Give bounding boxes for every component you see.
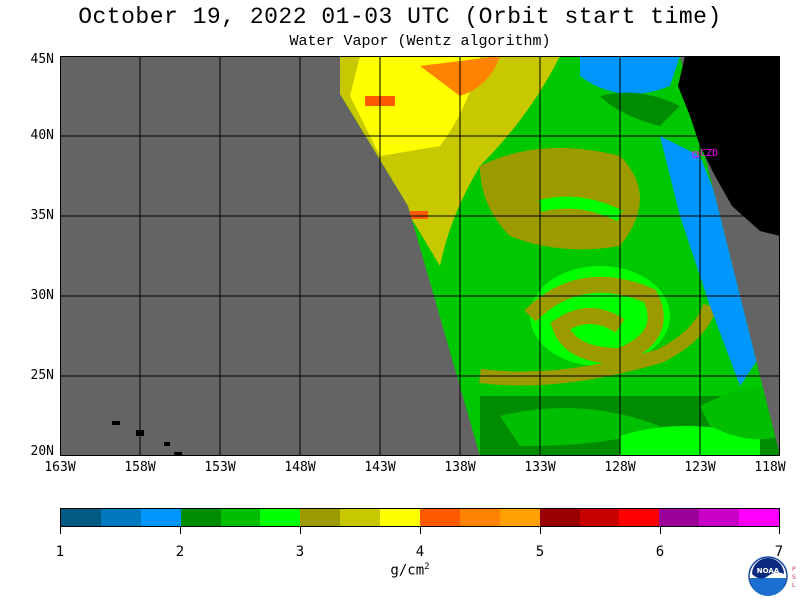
colorbar-segment-1 [100,509,141,526]
lon-label-138w: 138W [444,460,476,475]
lat-label-20n: 20N [30,444,54,459]
colorbar-segment-0 [61,509,101,526]
lat-label-30n: 30N [30,288,54,303]
land-mass [678,56,780,236]
hawaiian-islands [112,421,182,456]
colorbar-label-3: 3 [295,544,305,560]
map-subtitle: Water Vapor (Wentz algorithm) [289,33,551,50]
lon-label-133w: 133W [524,460,556,475]
colorbar-segment-2 [140,509,181,526]
colorbar [60,508,780,527]
colorbar-segment-10 [459,509,500,526]
colorbar-label-6: 6 [655,544,665,560]
colorbar-segment-13 [579,509,620,526]
lon-label-123w: 123W [684,460,716,475]
lon-label-153w: 153W [204,460,236,475]
colorbar-units: g/cm2 [390,562,430,579]
colorbar-segment-5 [260,509,301,526]
colorbar-segment-9 [420,509,460,526]
colorbar-label-4: 4 [415,544,425,560]
colorbar-segment-12 [539,509,580,526]
colorbar-label-7: 7 [774,544,784,560]
colorbar-segment-8 [380,509,421,526]
colorbar-segment-11 [499,509,540,526]
lon-label-163w: 163W [44,460,76,475]
lon-label-148w: 148W [284,460,316,475]
colorbar-segment-17 [739,509,780,526]
colorbar-segment-4 [220,509,261,526]
station-label: CZD [700,148,718,159]
station-marker [692,151,699,158]
map-canvas: CZD [60,56,780,456]
colorbar-segment-3 [180,509,221,526]
svg-text:NOAA: NOAA [757,567,780,575]
lon-label-158w: 158W [124,460,156,475]
satellite-swath [340,56,780,456]
lon-label-128w: 128W [604,460,636,475]
colorbar-segment-16 [699,509,740,526]
colorbar-segment-7 [340,509,381,526]
colorbar-segment-15 [659,509,700,526]
lon-label-143w: 143W [364,460,396,475]
lat-label-45n: 45N [30,52,54,67]
lat-label-35n: 35N [30,208,54,223]
colorbar-label-1: 1 [55,544,65,560]
lon-label-118w: 118W [754,460,786,475]
map-title: October 19, 2022 01-03 UTC (Orbit start … [78,4,722,30]
colorbar-label-5: 5 [535,544,545,560]
colorbar-label-2: 2 [175,544,185,560]
lat-label-40n: 40N [30,128,54,143]
lat-lon-grid [60,56,780,456]
water-vapor-map: CZD [60,56,780,456]
colorbar-segment-6 [300,509,341,526]
noaa-logo-icon[interactable]: NOAA [748,556,788,596]
colorbar-segment-14 [619,509,660,526]
lat-label-25n: 25N [30,368,54,383]
